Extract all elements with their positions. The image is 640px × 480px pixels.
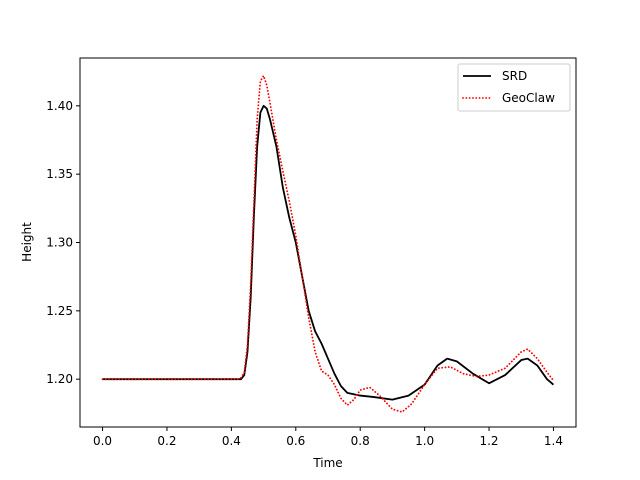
legend: SRD GeoClaw: [457, 63, 571, 112]
y-tick-label: 1.20: [46, 372, 73, 386]
series-line-srd: [102, 104, 555, 401]
y-tick-label: 1.35: [46, 167, 73, 181]
x-tick-label: 0.6: [286, 434, 305, 448]
x-tick-label: 0.0: [93, 434, 112, 448]
x-tick-label: 1.4: [544, 434, 563, 448]
plot-area: [101, 74, 555, 413]
x-tick-label: 0.8: [351, 434, 370, 448]
x-tick-label: 0.2: [157, 434, 176, 448]
series-line-geoclaw: [101, 74, 555, 413]
x-axis: 0.0 0.2 0.4 0.6 0.8 1.0 1.2 1.4: [93, 427, 563, 448]
y-tick-label: 1.40: [46, 99, 73, 113]
legend-label-srd: SRD: [502, 69, 527, 83]
x-tick-label: 0.4: [222, 434, 241, 448]
y-axis-label: Height: [20, 222, 34, 262]
x-axis-label: Time: [312, 456, 342, 470]
x-tick-label: 1.0: [415, 434, 434, 448]
y-tick-label: 1.30: [46, 236, 73, 250]
legend-label-geoclaw: GeoClaw: [502, 91, 555, 105]
y-axis: 1.20 1.25 1.30 1.35 1.40: [46, 99, 80, 386]
y-tick-label: 1.25: [46, 304, 73, 318]
x-tick-label: 1.2: [479, 434, 498, 448]
